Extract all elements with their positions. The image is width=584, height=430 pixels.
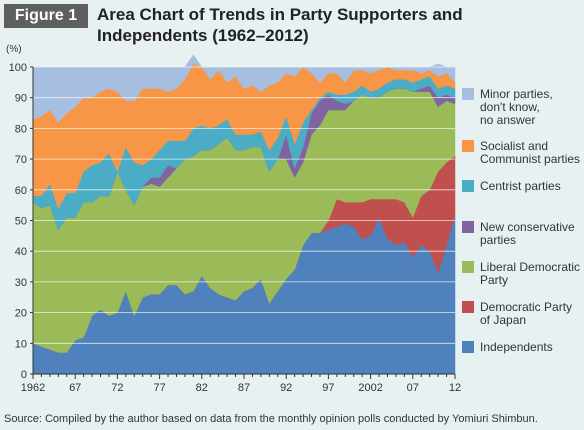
y-tick-label: 70 (15, 154, 27, 166)
x-tick-label: 67 (69, 382, 81, 394)
legend-label-minor-parties-don-t-know-no-answer: don't know, (480, 100, 540, 114)
legend-swatch-minor-parties-don-t-know-no-answer (462, 88, 474, 100)
y-axis-unit-label: (%) (6, 44, 22, 55)
legend-swatch-liberal-democratic-party (462, 261, 474, 273)
source-note: Source: Compiled by the author based on … (4, 413, 538, 425)
legend-label-independents: Independents (480, 340, 553, 354)
x-tick-label: 07 (407, 382, 419, 394)
x-tick-label: 87 (238, 382, 250, 394)
x-tick-label: 1962 (21, 382, 45, 394)
y-axis: 0 10 20 30 40 50 60 70 80 90 100 (9, 62, 34, 381)
y-tick-label: 40 (15, 246, 27, 258)
figure-badge: Figure 1 (4, 4, 88, 28)
y-tick-label: 50 (15, 216, 27, 228)
legend-swatch-socialist-and-communist-parties (462, 140, 474, 152)
legend-label-liberal-democratic-party: Liberal Democratic (480, 260, 580, 274)
y-tick-label: 30 (15, 277, 27, 289)
area-chart: 0 10 20 30 40 50 60 70 80 90 100 1962 67 72 77 82 87 92 9… (6, 44, 580, 394)
y-tick-label: 60 (15, 185, 27, 197)
x-tick-label: 97 (322, 382, 334, 394)
legend-label-new-conservative-parties: parties (480, 233, 516, 247)
y-tick-label: 100 (9, 62, 27, 74)
legend-label-democratic-party-of-japan: Democratic Party (480, 300, 572, 314)
legend-label-new-conservative-parties: New conservative (480, 220, 575, 234)
x-tick-label: 12 (449, 382, 461, 394)
y-tick-label: 90 (15, 93, 27, 105)
legend-swatch-independents (462, 341, 474, 353)
x-tick-label: 77 (153, 382, 165, 394)
x-tick-label: 72 (111, 382, 123, 394)
legend-label-centrist-parties: Centrist parties (480, 179, 561, 193)
legend-label-socialist-and-communist-parties: Communist parties (480, 152, 580, 166)
legend-swatch-democratic-party-of-japan (462, 301, 474, 313)
legend-label-liberal-democratic-party: Party (480, 273, 508, 287)
legend-swatch-centrist-parties (462, 180, 474, 192)
legend-label-minor-parties-don-t-know-no-answer: Minor parties, (480, 87, 553, 101)
x-tick-label: 2002 (358, 382, 382, 394)
area-layers (32, 54, 456, 375)
x-tick-label: 92 (280, 382, 292, 394)
legend-label-socialist-and-communist-parties: Socialist and (480, 139, 548, 153)
legend-label-democratic-party-of-japan: of Japan (480, 313, 526, 327)
x-tick-label: 82 (196, 382, 208, 394)
legend: Minor parties,don't know,no answer Social… (462, 87, 580, 354)
y-tick-label: 80 (15, 123, 27, 135)
x-axis: 1962 67 72 77 82 87 92 97 2002 07 12 (21, 373, 461, 394)
y-tick-label: 10 (15, 338, 27, 350)
chart-title: Area Chart of Trends in Party Supporters… (97, 5, 463, 45)
legend-label-minor-parties-don-t-know-no-answer: no answer (480, 113, 535, 127)
y-tick-label: 20 (15, 308, 27, 320)
y-tick-label: 0 (21, 369, 27, 381)
legend-swatch-new-conservative-parties (462, 221, 474, 233)
